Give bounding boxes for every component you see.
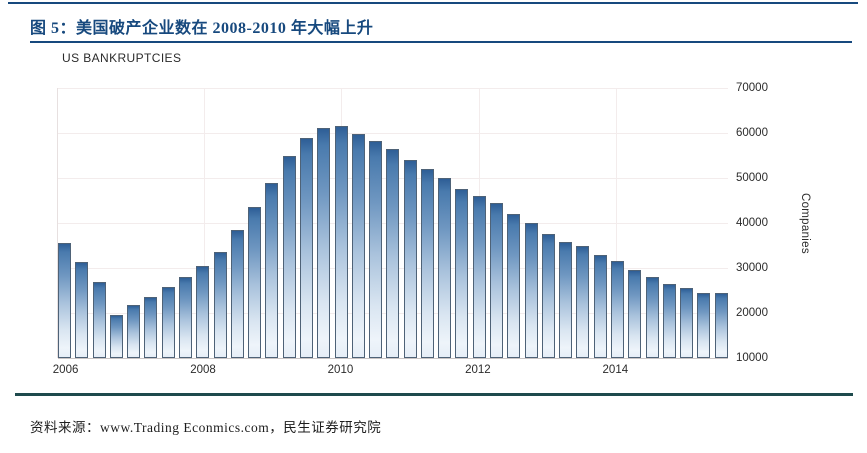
x-axis-baseline bbox=[58, 358, 728, 359]
x-tick-label-2010: 2010 bbox=[327, 364, 354, 376]
bar-2009-Q3 bbox=[299, 137, 313, 358]
bar-2009-Q1 bbox=[265, 182, 279, 358]
bar-2013-Q4 bbox=[593, 254, 607, 358]
x-tick-label-2014: 2014 bbox=[602, 364, 629, 376]
footer-rule bbox=[15, 393, 853, 396]
x-tick-label-2008: 2008 bbox=[190, 364, 216, 376]
y-tick-label-30000: 30000 bbox=[736, 262, 768, 274]
y-tick-label-50000: 50000 bbox=[736, 172, 768, 184]
v-gridline-2008 bbox=[204, 88, 206, 358]
top-rule bbox=[8, 2, 858, 4]
bar-2007-Q3 bbox=[161, 287, 175, 358]
bar-2015-Q1 bbox=[680, 287, 694, 358]
bar-2006-Q2 bbox=[75, 262, 89, 358]
bar-2010-Q1 bbox=[334, 125, 348, 358]
bar-2014-Q2 bbox=[628, 270, 642, 358]
bar-2010-Q2 bbox=[351, 133, 365, 358]
h-gridline-70000 bbox=[58, 88, 728, 89]
title-underline bbox=[30, 41, 852, 43]
bar-2015-Q2 bbox=[697, 292, 711, 358]
chart-title: US BANKRUPTCIES bbox=[62, 51, 182, 65]
bar-2012-Q2 bbox=[490, 202, 504, 358]
y-tick-label-60000: 60000 bbox=[736, 127, 768, 139]
bar-2012-Q4 bbox=[524, 223, 538, 358]
y-tick-label-40000: 40000 bbox=[736, 217, 768, 229]
bar-2013-Q2 bbox=[559, 242, 573, 358]
y-tick-label-20000: 20000 bbox=[736, 307, 768, 319]
bar-2011-Q1 bbox=[403, 160, 417, 358]
bar-2010-Q3 bbox=[369, 141, 383, 358]
bar-2007-Q2 bbox=[144, 297, 158, 358]
bar-2007-Q1 bbox=[127, 305, 141, 358]
bar-2014-Q4 bbox=[662, 283, 676, 358]
y-tick-label-70000: 70000 bbox=[736, 82, 768, 94]
bar-2008-Q4 bbox=[248, 207, 262, 358]
bar-2012-Q3 bbox=[507, 214, 521, 358]
bar-series bbox=[58, 88, 728, 358]
v-gridline-2014 bbox=[616, 88, 618, 358]
x-axis: 2006 2008 2010 2012 2014 bbox=[53, 364, 727, 380]
bar-2007-Q4 bbox=[178, 277, 192, 358]
bar-2006-Q4 bbox=[109, 315, 123, 358]
bar-2011-Q3 bbox=[438, 178, 452, 358]
bar-2006-Q3 bbox=[92, 281, 106, 358]
bar-2012-Q1 bbox=[472, 196, 486, 358]
plot-area bbox=[57, 88, 728, 359]
source-line: 资料来源：www.Trading Econmics.com，民生证券研究院 bbox=[30, 420, 382, 435]
bar-2010-Q4 bbox=[386, 149, 400, 358]
bar-2011-Q2 bbox=[420, 169, 434, 358]
bar-2015-Q3 bbox=[714, 292, 728, 358]
bar-2014-Q3 bbox=[645, 277, 659, 358]
x-tick-label-2006: 2006 bbox=[52, 364, 79, 376]
bar-2008-Q2 bbox=[213, 252, 227, 358]
bar-2006-Q1 bbox=[58, 243, 71, 358]
bar-2011-Q4 bbox=[455, 189, 469, 358]
y-axis-title: Companies bbox=[799, 192, 811, 254]
h-gridline-60000 bbox=[58, 133, 728, 134]
figure-title: 图 5：美国破产企业数在 2008-2010 年大幅上升 bbox=[30, 20, 374, 37]
x-tick-label-2012: 2012 bbox=[465, 364, 491, 376]
y-tick-label-10000: 10000 bbox=[736, 352, 768, 364]
bar-2009-Q2 bbox=[282, 155, 296, 358]
bar-2008-Q1 bbox=[196, 265, 210, 358]
bar-2008-Q3 bbox=[230, 229, 244, 358]
y-axis: 10000 20000 30000 40000 50000 60000 70000 bbox=[736, 82, 788, 364]
bar-2014-Q1 bbox=[611, 261, 624, 358]
bar-2009-Q4 bbox=[317, 127, 331, 358]
bar-2013-Q1 bbox=[541, 234, 555, 358]
bar-2013-Q3 bbox=[576, 245, 590, 358]
